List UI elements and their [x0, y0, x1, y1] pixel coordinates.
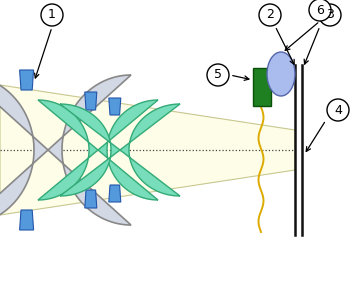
Circle shape [41, 4, 63, 26]
Text: 5: 5 [214, 68, 222, 82]
Bar [253, 68, 271, 106]
Polygon shape [85, 190, 97, 208]
Polygon shape [0, 85, 295, 215]
Circle shape [319, 4, 341, 26]
Ellipse shape [267, 52, 295, 96]
Polygon shape [19, 210, 33, 230]
Circle shape [259, 4, 281, 26]
Circle shape [309, 0, 331, 21]
Text: 6: 6 [316, 4, 324, 16]
Circle shape [207, 64, 229, 86]
Polygon shape [109, 185, 121, 202]
Text: 3: 3 [326, 8, 334, 22]
Polygon shape [38, 100, 158, 200]
Polygon shape [109, 98, 121, 115]
Circle shape [327, 99, 349, 121]
Polygon shape [0, 75, 131, 225]
Polygon shape [60, 104, 180, 196]
Text: 1: 1 [48, 8, 56, 22]
Text: 4: 4 [334, 103, 342, 116]
Polygon shape [19, 70, 33, 90]
Polygon shape [85, 92, 97, 110]
Text: 2: 2 [266, 8, 274, 22]
